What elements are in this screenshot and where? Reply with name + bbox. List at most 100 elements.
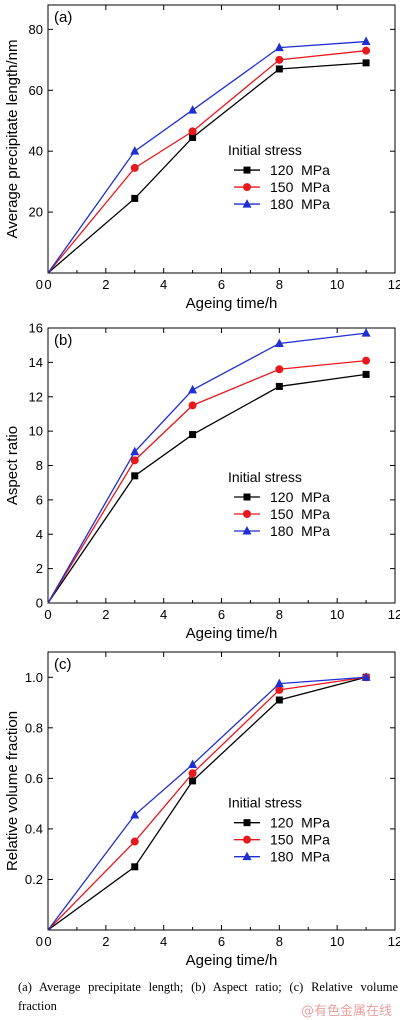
data-point xyxy=(275,696,283,704)
legend-entry: 120 MPa xyxy=(270,162,330,178)
data-point xyxy=(242,526,252,535)
x-tick-label: 0 xyxy=(44,277,51,292)
data-point xyxy=(131,863,139,871)
x-tick-label: 6 xyxy=(218,277,225,292)
data-point xyxy=(188,401,197,410)
legend-title: Initial stress xyxy=(228,795,302,811)
series-1 xyxy=(47,59,370,274)
data-point xyxy=(242,199,252,208)
x-tick-label: 10 xyxy=(330,607,344,622)
y-tick-label: 0.2 xyxy=(25,872,43,887)
legend-entry: 180 MPa xyxy=(270,196,330,212)
y-axis-label: Relative volume fraction xyxy=(4,711,21,871)
y-tick-label: 0 xyxy=(36,596,43,611)
data-point xyxy=(189,777,197,785)
data-point xyxy=(362,370,370,378)
data-point xyxy=(131,194,139,202)
series-line xyxy=(47,676,367,931)
data-point xyxy=(362,356,371,365)
y-tick-label: 1.0 xyxy=(25,670,43,685)
watermark: @有色金属在线 xyxy=(300,1004,392,1019)
y-tick-label: 10 xyxy=(29,424,43,439)
x-tick-label: 10 xyxy=(330,934,344,949)
panel-label: (c) xyxy=(54,656,72,673)
data-point xyxy=(243,819,251,827)
y-tick-label: 14 xyxy=(29,355,43,370)
series-2 xyxy=(47,673,371,931)
chart-panel-3: 0 2 4 6 8 10 12 0.2 0.4 0.6 0.8 1.0 0 Ageing time/h Re… xyxy=(4,651,400,969)
y-axis-label: Aspect ratio xyxy=(4,426,21,505)
data-point xyxy=(188,105,198,114)
legend-entry: 120 MPa xyxy=(270,815,330,831)
x-axis-label: Ageing time/h xyxy=(186,625,278,642)
data-point xyxy=(130,810,140,819)
data-point xyxy=(242,851,252,861)
series-1 xyxy=(47,673,370,931)
data-point xyxy=(275,65,283,73)
series-2 xyxy=(47,46,371,274)
data-point xyxy=(243,183,251,192)
legend-entry: 150 MPa xyxy=(270,506,330,522)
data-point xyxy=(188,384,198,394)
x-tick-label: 0 xyxy=(44,607,51,622)
data-point xyxy=(130,163,139,172)
data-point xyxy=(362,46,371,55)
y-tick-label: 0.8 xyxy=(25,720,43,735)
series-line xyxy=(47,676,367,931)
x-axis-label: Ageing time/h xyxy=(186,295,278,312)
data-point xyxy=(131,472,139,480)
x-tick-label: 4 xyxy=(160,934,167,949)
chart-panel-1: 0 2 4 6 8 10 12 20 40 60 80 0 Ageing time/h Average p… xyxy=(4,4,400,312)
panel-label: (a) xyxy=(54,9,72,26)
figure-caption: (a) Average precipitate length; (b) Aspe… xyxy=(18,980,398,1013)
data-point xyxy=(243,510,251,518)
panel-label: (b) xyxy=(54,332,72,349)
y-tick-label: 20 xyxy=(29,205,43,220)
legend-entry: 150 MPa xyxy=(270,832,330,848)
series-line xyxy=(47,332,367,604)
data-point xyxy=(274,42,284,52)
x-tick-label: 12 xyxy=(388,607,400,622)
data-point xyxy=(275,685,284,694)
data-point xyxy=(189,133,197,141)
data-point xyxy=(361,36,371,46)
data-point xyxy=(274,678,284,688)
data-point xyxy=(130,446,140,456)
y-tick-label: 2 xyxy=(36,561,43,576)
y-tick-label: 0.6 xyxy=(25,771,43,786)
legend-entry: 180 MPa xyxy=(270,849,330,865)
x-tick-label: 6 xyxy=(218,607,225,622)
data-point xyxy=(243,166,251,174)
y-tick-label: 4 xyxy=(36,527,43,542)
legend-title: Initial stress xyxy=(228,142,302,158)
y-tick-label: 8 xyxy=(36,458,43,473)
data-point xyxy=(275,382,283,390)
y-tick-label: 80 xyxy=(29,22,43,37)
x-tick-label: 12 xyxy=(388,277,400,292)
data-point xyxy=(188,759,198,768)
series-3 xyxy=(47,672,371,931)
y-tick-label: 6 xyxy=(36,492,43,507)
origin-label: 0 xyxy=(36,934,43,949)
data-point xyxy=(243,835,251,844)
series-3 xyxy=(47,36,371,274)
y-tick-label: 0.4 xyxy=(25,821,43,836)
data-point xyxy=(130,146,140,155)
x-tick-label: 2 xyxy=(102,607,109,622)
y-tick-label: 40 xyxy=(29,144,43,159)
x-tick-label: 10 xyxy=(330,277,344,292)
x-tick-label: 8 xyxy=(276,607,283,622)
x-tick-label: 8 xyxy=(276,277,283,292)
data-point xyxy=(189,431,197,439)
series-2 xyxy=(47,356,371,604)
series-line xyxy=(47,40,367,274)
data-point xyxy=(188,127,197,136)
x-tick-label: 8 xyxy=(276,934,283,949)
series-3 xyxy=(47,328,371,604)
data-point xyxy=(362,59,370,67)
plot-frame xyxy=(47,4,396,274)
data-point xyxy=(275,55,284,64)
